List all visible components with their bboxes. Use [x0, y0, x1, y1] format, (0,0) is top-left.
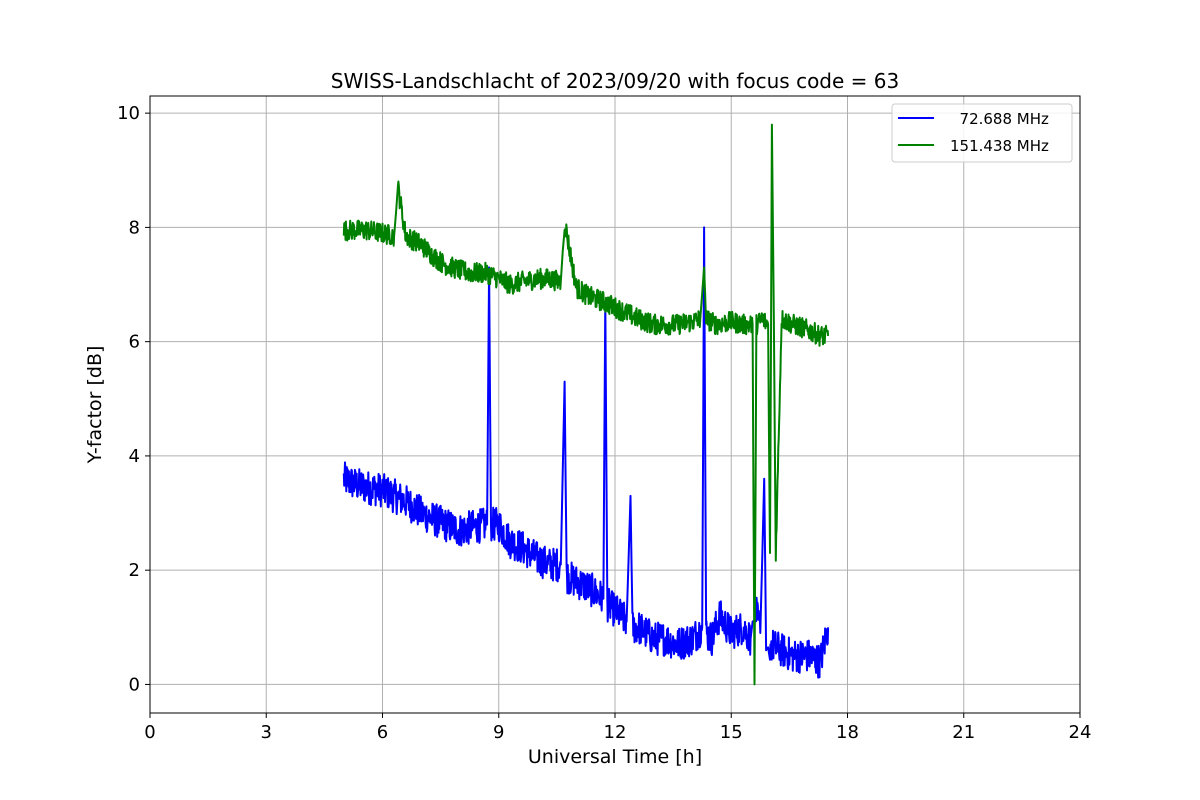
x-tick-label: 21 — [952, 722, 975, 743]
y-tick-label: 8 — [129, 217, 140, 238]
legend-box — [891, 103, 1073, 163]
chart-title: SWISS-Landschlacht of 2023/09/20 with fo… — [331, 69, 899, 93]
y-tick-label: 0 — [129, 674, 140, 695]
x-tick-label: 24 — [1069, 722, 1092, 743]
x-axis-label: Universal Time [h] — [528, 746, 702, 768]
series-line-1 — [342, 123, 830, 686]
legend: 72.688 MHz 151.438 MHz — [891, 103, 1073, 163]
x-tick-label: 9 — [493, 722, 504, 743]
legend-label-72mhz: 72.688 MHz — [950, 110, 1049, 128]
y-axis-label: Y-factor [dB] — [84, 346, 106, 465]
legend-label-151mhz: 151.438 MHz — [950, 137, 1049, 155]
y-tick-label: 2 — [129, 560, 140, 581]
series-layer — [342, 123, 830, 686]
y-tick-label: 4 — [129, 446, 140, 467]
x-tick-label: 3 — [261, 722, 272, 743]
x-tick-label: 12 — [604, 722, 627, 743]
x-tick-label: 18 — [836, 722, 859, 743]
x-tick-label: 15 — [720, 722, 743, 743]
series-line-0 — [342, 226, 830, 679]
y-tick-label: 10 — [117, 103, 140, 124]
x-tick-label: 6 — [377, 722, 388, 743]
grid-lines — [149, 96, 1081, 713]
y-tick-label: 6 — [129, 332, 140, 353]
x-tick-label: 0 — [144, 722, 155, 743]
